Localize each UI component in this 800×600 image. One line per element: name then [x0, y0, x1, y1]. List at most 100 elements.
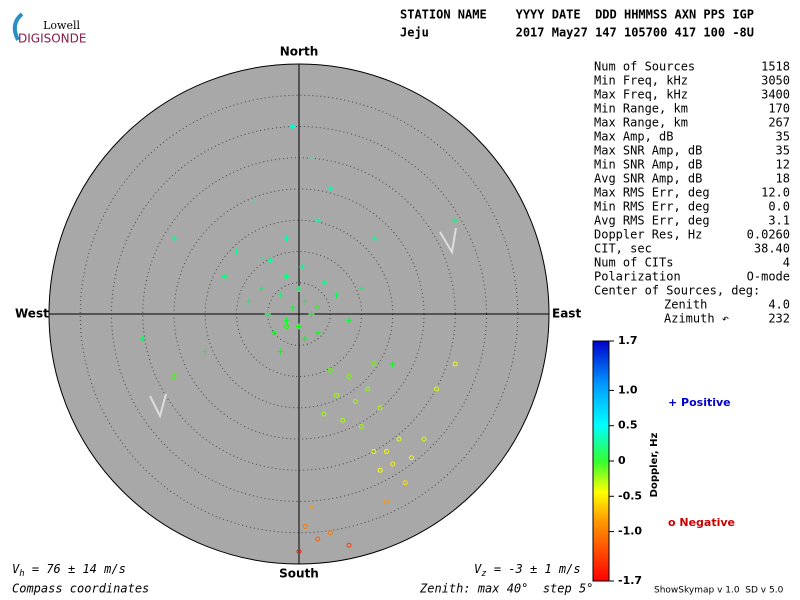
source-positive: [327, 186, 334, 192]
source-negative: [346, 374, 352, 379]
stat-value: 35: [776, 130, 790, 144]
stat-value: 12: [776, 158, 790, 172]
source-positive: [289, 123, 296, 130]
stat-label: Max RMS Err, deg: [594, 186, 710, 200]
stat-label: Min Freq, kHz: [594, 74, 688, 88]
colorbar: [592, 340, 610, 582]
source-positive: [252, 198, 259, 205]
stat-value: 170: [768, 102, 790, 116]
source-positive: [371, 236, 377, 242]
wind-marker: [149, 227, 457, 419]
source-negative: [315, 305, 321, 311]
stat-label: Max Amp, dB: [594, 130, 673, 144]
source-positive: [283, 273, 290, 280]
source-positive: [308, 311, 315, 317]
stat-value: 3050: [761, 74, 790, 88]
stat-value: 35: [776, 144, 790, 158]
header-row: Jeju 2017 May27 147 105700 417 100 -8U: [400, 26, 754, 40]
stat-value: 12.0: [761, 186, 790, 200]
source-positive: [299, 264, 306, 271]
stat-label: Doppler Res, Hz: [594, 228, 702, 242]
source-negative: [302, 524, 308, 529]
stat-label: Num of CITs: [594, 256, 673, 270]
source-positive: [258, 286, 265, 292]
center-value: 232: [768, 312, 790, 326]
source-positive: [302, 336, 309, 342]
source-positive: [333, 292, 340, 299]
source-negative: [340, 417, 346, 423]
compass-label: West: [15, 307, 49, 321]
stat-value: 267: [768, 116, 790, 130]
compass-label: North: [280, 45, 318, 59]
colorbar-label: Doppler, Hz: [649, 433, 660, 498]
source-positive: [171, 236, 177, 242]
logo-bottom: DIGISONDE: [18, 32, 86, 46]
coords-note: Compass coordinates: [12, 582, 149, 596]
stat-value: 38.40: [754, 242, 790, 256]
center-title: Center of Sources, deg:: [594, 284, 760, 298]
compass-label: East: [552, 307, 581, 321]
source-negative: [334, 392, 339, 398]
source-negative: [296, 549, 302, 554]
source-positive: [314, 217, 321, 224]
source-positive: [283, 317, 290, 324]
source-negative: [327, 530, 333, 536]
source-positive: [452, 217, 459, 224]
stat-label: CIT, sec: [594, 242, 652, 256]
source-negative: [409, 455, 414, 461]
source-negative: [352, 399, 358, 404]
source-negative: [434, 386, 439, 392]
stat-label: Max SNR Amp, dB: [594, 144, 702, 158]
source-negative: [371, 361, 377, 367]
center-label: Azimuth ↶: [664, 312, 729, 326]
source-positive: [139, 336, 146, 342]
source-positive: [271, 329, 277, 336]
source-positive: [289, 304, 296, 311]
source-negative: [321, 411, 327, 417]
stat-label: Max Freq, kHz: [594, 88, 688, 102]
source-positive: [283, 236, 290, 242]
velocity-h: Vh = 76 ± 14 m/s: [12, 562, 126, 579]
center-value: 4.0: [768, 298, 790, 312]
colorbar-tick-label: -1.7: [618, 574, 642, 587]
source-positive: [277, 348, 284, 355]
source-positive: [358, 286, 365, 292]
version: ShowSkymap v 1.0 SD v 5.0: [654, 586, 784, 596]
stat-label: Min Range, km: [594, 102, 688, 116]
stat-label: Min RMS Err, deg: [594, 200, 710, 214]
source-positive: [221, 273, 227, 280]
stat-label: Min SNR Amp, dB: [594, 158, 702, 172]
colorbar-tick-label: 1.7: [618, 334, 638, 347]
source-negative: [377, 467, 383, 473]
source-positive: [233, 248, 240, 255]
source-negative: [421, 436, 427, 442]
stat-value: 0.0260: [747, 228, 790, 242]
source-negative: [377, 405, 383, 411]
logo: Lowell DIGISONDE: [12, 12, 86, 46]
colorbar-tick-label: 0.5: [618, 419, 638, 432]
source-positive: [296, 323, 302, 330]
source-positive: [267, 257, 274, 264]
stat-label: Max Range, km: [594, 116, 688, 130]
colorbar-tick-label: 0: [618, 454, 626, 467]
source-positive: [321, 279, 327, 286]
colorbar-tick-label: -0.5: [618, 489, 642, 502]
logo-swoosh: [12, 12, 24, 41]
stat-value: 4: [783, 256, 790, 270]
center-label: Zenith: [664, 298, 707, 312]
source-negative: [359, 424, 364, 429]
source-negative: [452, 361, 458, 367]
source-positive: [277, 292, 284, 299]
stat-value: O-mode: [747, 270, 790, 284]
stat-value: 1518: [761, 60, 790, 74]
stat-label: Num of Sources: [594, 60, 695, 74]
source-negative: [384, 449, 389, 454]
stat-value: 0.0: [768, 200, 790, 214]
source-positive: [314, 329, 321, 336]
stat-label: Avg SNR Amp, dB: [594, 172, 702, 186]
source-negative: [390, 461, 396, 467]
legend-negative: o Negative: [668, 516, 735, 529]
stat-label: Avg RMS Err, deg: [594, 214, 710, 228]
source-negative: [315, 536, 321, 542]
